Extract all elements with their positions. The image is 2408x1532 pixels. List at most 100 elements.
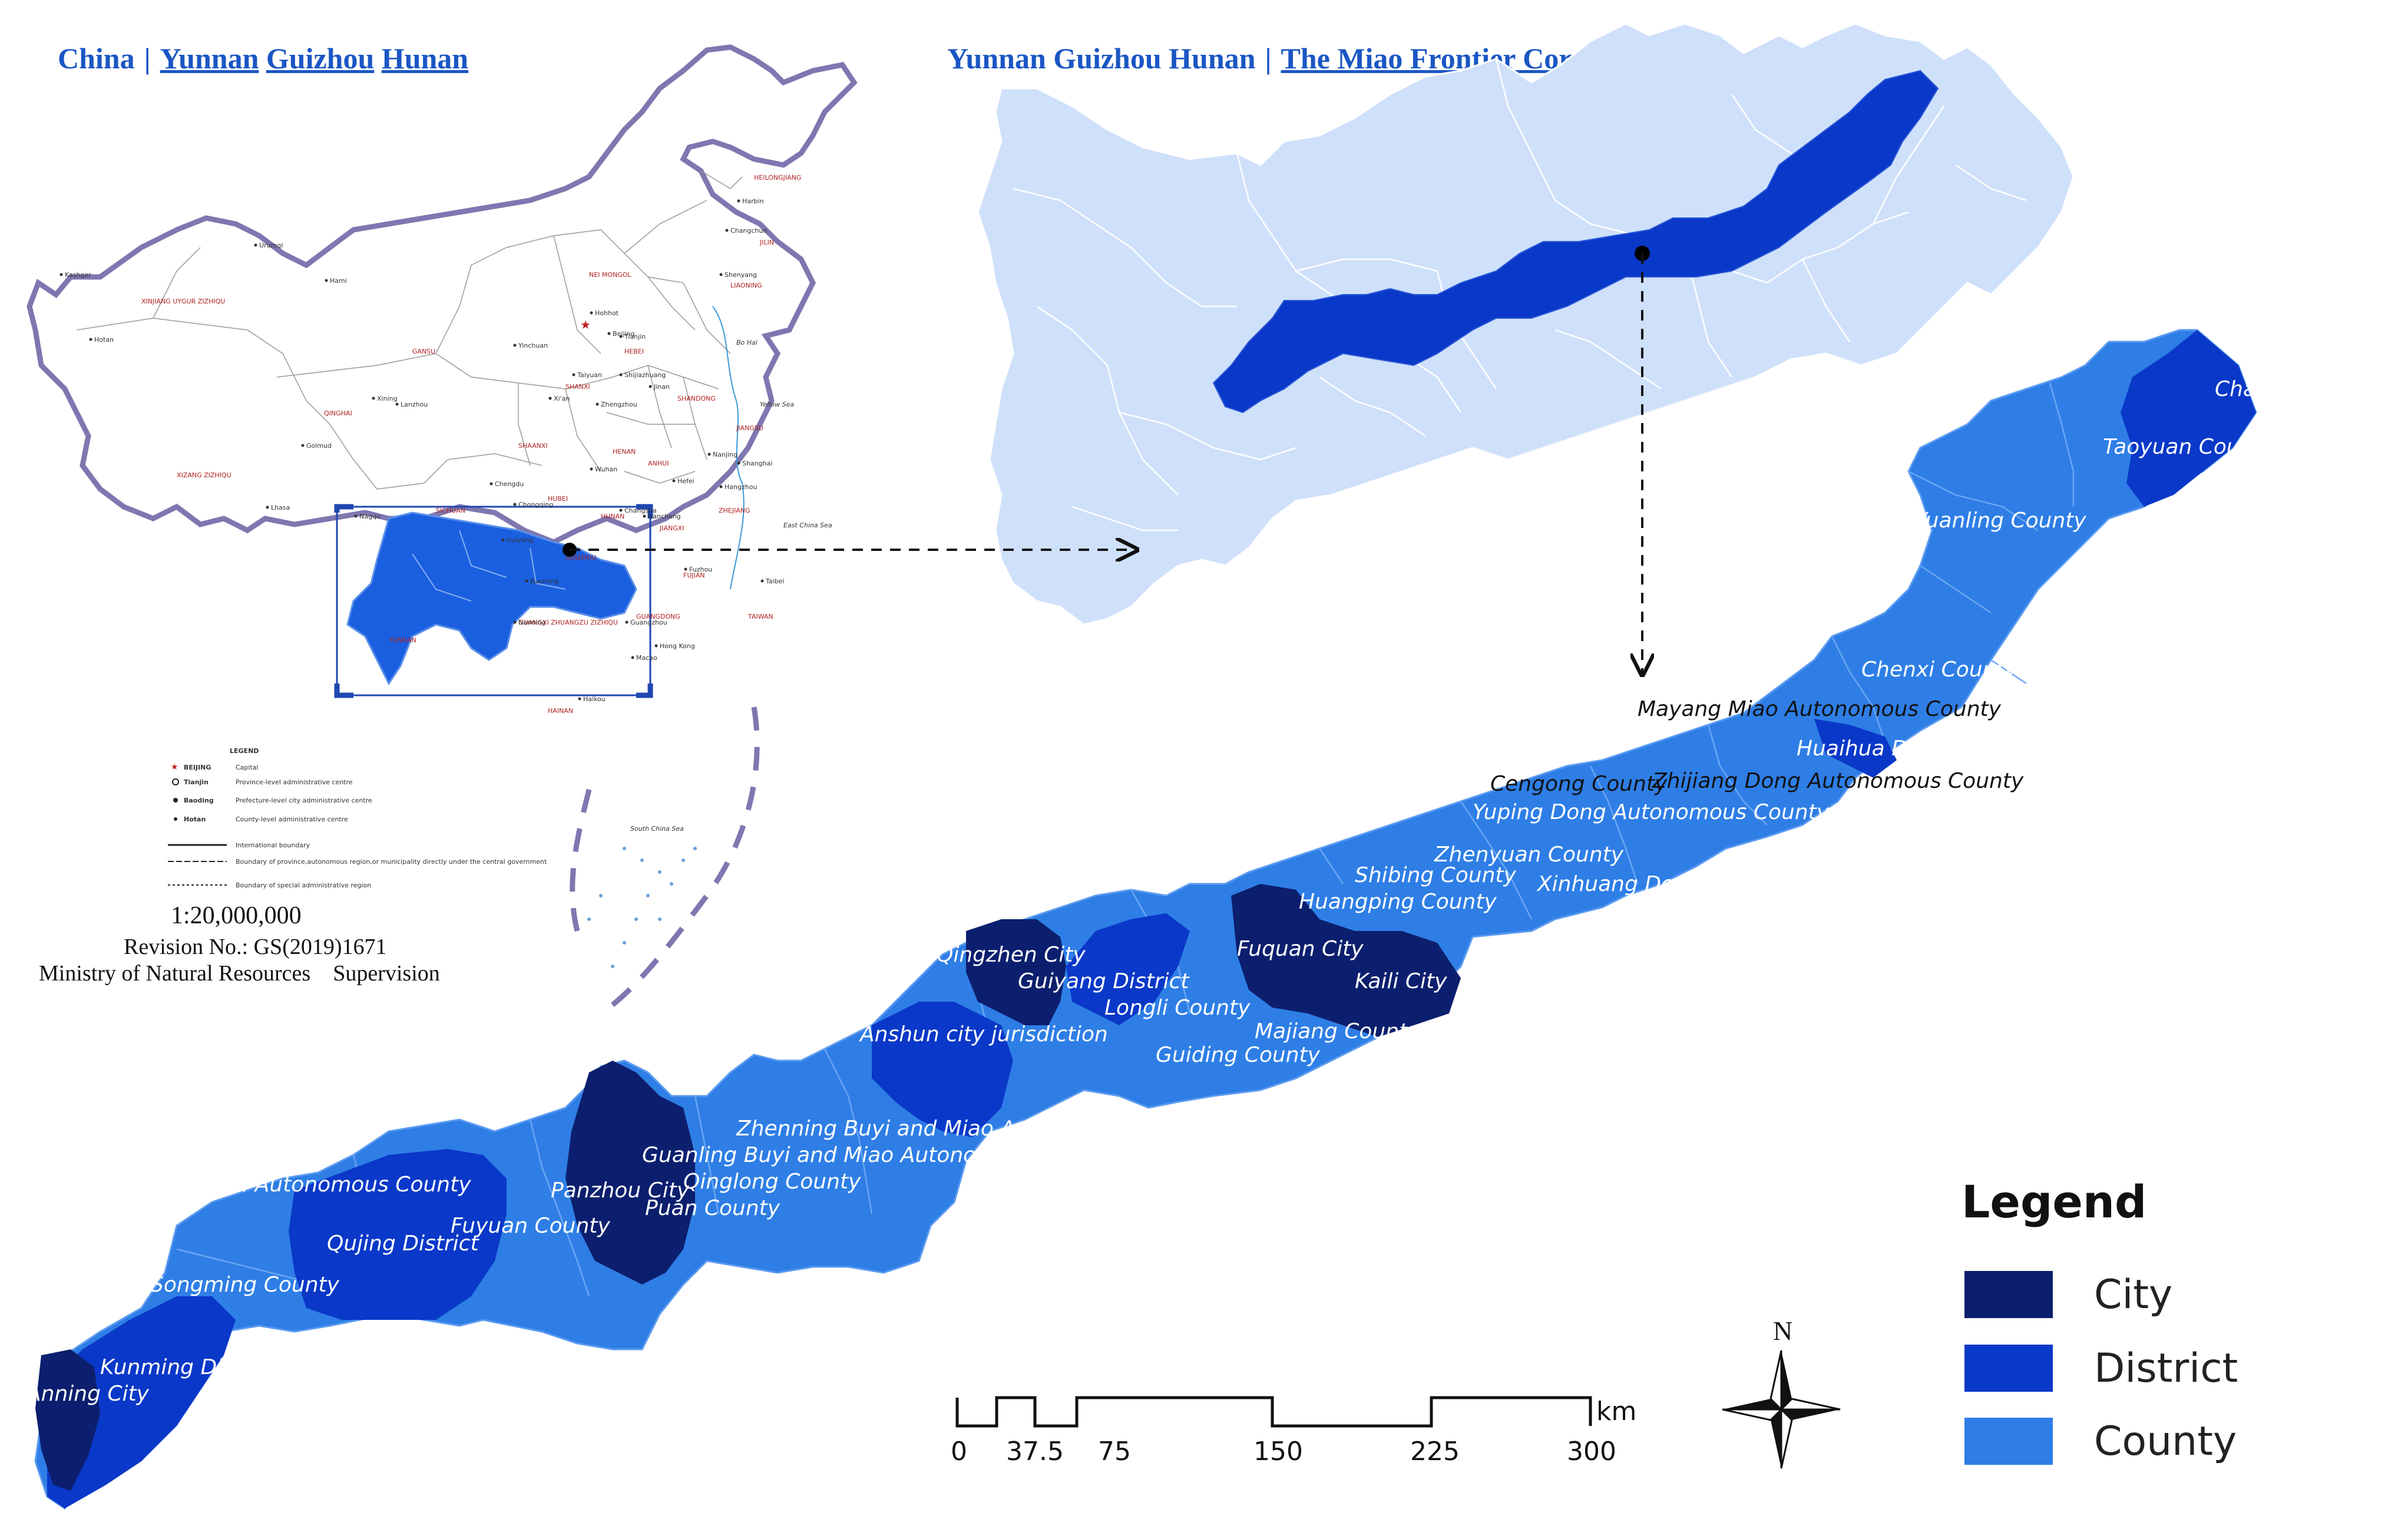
inset-city-dot — [578, 697, 581, 701]
city-anning — [35, 1349, 100, 1491]
inset-region-label: JIANGSU — [736, 424, 763, 432]
inset-city-label: Nanjing — [713, 451, 737, 458]
inset-city-label: Hami — [330, 277, 347, 285]
district-kunming — [47, 1296, 236, 1508]
corridor-label: Guiyang District — [1018, 969, 1190, 993]
inset-city-label: Chengdu — [495, 480, 524, 488]
inset-city-dot — [619, 335, 623, 338]
inset-city-dot — [513, 344, 517, 347]
inset-region-label: HEBEI — [624, 348, 644, 355]
legend-label-city: City — [2094, 1271, 2173, 1318]
corridor-label: Xinhuang Dong Autonomous County — [1536, 872, 1924, 896]
inset-legend-desc-1: Province-level administrative centre — [236, 778, 353, 786]
scale-tick-5: 300 — [1567, 1437, 1616, 1467]
inset-region-label: JIANGXI — [659, 524, 684, 532]
corridor-label: Xundian Hui and Yi Autonomous County — [46, 1173, 471, 1197]
corridor-label: Guiding County — [1156, 1043, 1321, 1067]
inset-city-label: Shanghai — [742, 460, 772, 467]
inset-city-label: Hohhot — [595, 309, 619, 317]
legend-label-county: County — [2094, 1418, 2237, 1465]
corridor-label: Zhijiang Dong Autonomous County — [1652, 769, 2024, 793]
inset-city-label: Lhasa — [271, 504, 290, 511]
corridor-label: Songming County — [150, 1273, 340, 1297]
inset-revision: Revision No.: GS(2019)1671 — [124, 935, 387, 959]
inset-city-dot — [631, 656, 634, 659]
china-inset-map: XINJIANG UYGUR ZIZHIQU QINGHAI XIZANG ZIZH… — [27, 44, 858, 1016]
inset-region-label: HEILONGJIANG — [754, 174, 801, 181]
corridor-label: Longli County — [1104, 996, 1251, 1020]
header-china: China — [58, 42, 135, 75]
district-guiyang — [1066, 913, 1190, 1025]
province-inner-boundaries — [1013, 58, 2027, 531]
legend-swatch-city — [1964, 1271, 2053, 1318]
inset-sea-labels: Bo Hai Yellow Sea East China Sea South Chin… — [630, 339, 832, 833]
inset-city-dot — [395, 402, 399, 406]
inset-city-label: Hangzhou — [725, 483, 757, 491]
legend-row-county: County — [1964, 1417, 2237, 1466]
scale-tick-1: 37.5 — [1006, 1437, 1064, 1467]
inset-ministry: Ministry of Natural Resources Supervisio… — [39, 960, 440, 986]
inset-sea-label: Bo Hai — [736, 339, 758, 346]
inset-city-dot — [548, 397, 552, 400]
inset-city-label: Xi'an — [554, 395, 570, 402]
inset-region-label: ZHEJIANG — [719, 507, 750, 514]
inset-city-dot — [625, 620, 629, 624]
inset-city-dot — [725, 229, 729, 232]
header-separator: | — [144, 42, 151, 75]
corridor-label: Huaihua District — [1797, 737, 1969, 761]
corridor-label: Kaili City — [1355, 969, 1447, 993]
province-centre-icon — [172, 778, 179, 785]
district-changde — [2121, 330, 2256, 507]
corridor-label-layer: Changde District Taoyuan County Yuanling C… — [25, 377, 2393, 1406]
scale-bar: 0 37.5 75 150 225 300 km — [951, 1396, 1636, 1467]
district-huaihua — [1814, 719, 1897, 778]
inset-city-dot — [672, 479, 676, 483]
supervision-text: Supervision — [333, 961, 440, 986]
inset-region-label: NEI MONGOL — [589, 271, 631, 279]
inset-legend-sym-1: Tianjin — [184, 778, 209, 786]
district-qujing — [289, 1149, 507, 1320]
inset-region-label: XINJIANG UYGUR ZIZHIQU — [141, 298, 225, 305]
corridor-label: Zhenyuan County — [1434, 843, 1624, 867]
corridor-label: Yuanling County — [1914, 509, 2086, 533]
scale-tick-0: 0 — [951, 1437, 967, 1467]
inset-city-dot — [643, 514, 646, 518]
inset-region-label: YUNNAN — [388, 636, 416, 644]
header-guizhou-link[interactable]: Guizhou — [266, 42, 375, 75]
inset-legend-desc-2: Prefecture-level city administrative cen… — [236, 797, 372, 804]
header-yunnan-link[interactable]: Yunnan — [160, 42, 259, 75]
legend-row-district: District — [1964, 1343, 2238, 1393]
scale-tick-2: 75 — [1098, 1437, 1131, 1467]
inset-city-dot — [354, 514, 358, 518]
corridor-label: Qingzhen City — [937, 943, 1086, 967]
inset-city-label: Jinan — [653, 383, 670, 391]
inset-legend-desc-3: County-level administrative centre — [236, 815, 348, 823]
corridor-label: Yuping Dong Autonomous County — [1473, 800, 1830, 824]
inset-city-dot — [590, 311, 593, 315]
county-centre-icon — [174, 817, 177, 821]
inset-city-dot — [513, 503, 517, 506]
inset-sea-label: East China Sea — [783, 521, 832, 529]
inset-region-label: JILIN — [759, 239, 774, 246]
inset-sea-label: Yellow Sea — [760, 401, 794, 408]
capital-legend-icon: ★ — [171, 762, 178, 771]
inset-region-label: SHANXI — [565, 383, 590, 391]
header-separator-2: | — [1265, 42, 1272, 75]
inset-city-label: Chongqing — [518, 501, 553, 509]
city-panzhou — [565, 1061, 695, 1285]
inset-city-dot — [590, 467, 593, 471]
inset-city-label: Wuhan — [595, 465, 617, 473]
inset-city-label: Lanzhou — [401, 401, 428, 408]
prefecture-centre-icon — [173, 798, 178, 803]
corridor-label: Qinglong County — [683, 1170, 861, 1194]
inset-region-label: QINGHAI — [324, 410, 352, 417]
header-hunan-link[interactable]: Hunan — [381, 42, 469, 75]
legend-title: Legend — [1962, 1176, 2147, 1228]
inset-city-label: Kunming — [530, 577, 558, 585]
left-header: China | Yunnan Guizhou Hunan — [58, 41, 468, 75]
inset-region-label: HAINAN — [548, 707, 573, 715]
inset-city-label: Kashgar — [65, 271, 91, 279]
inset-city-dot — [607, 332, 611, 335]
inset-region-label: GUANGXI ZHUANGZU ZIZHIQU — [518, 619, 618, 626]
inset-city-label: Tianjin — [624, 333, 646, 341]
